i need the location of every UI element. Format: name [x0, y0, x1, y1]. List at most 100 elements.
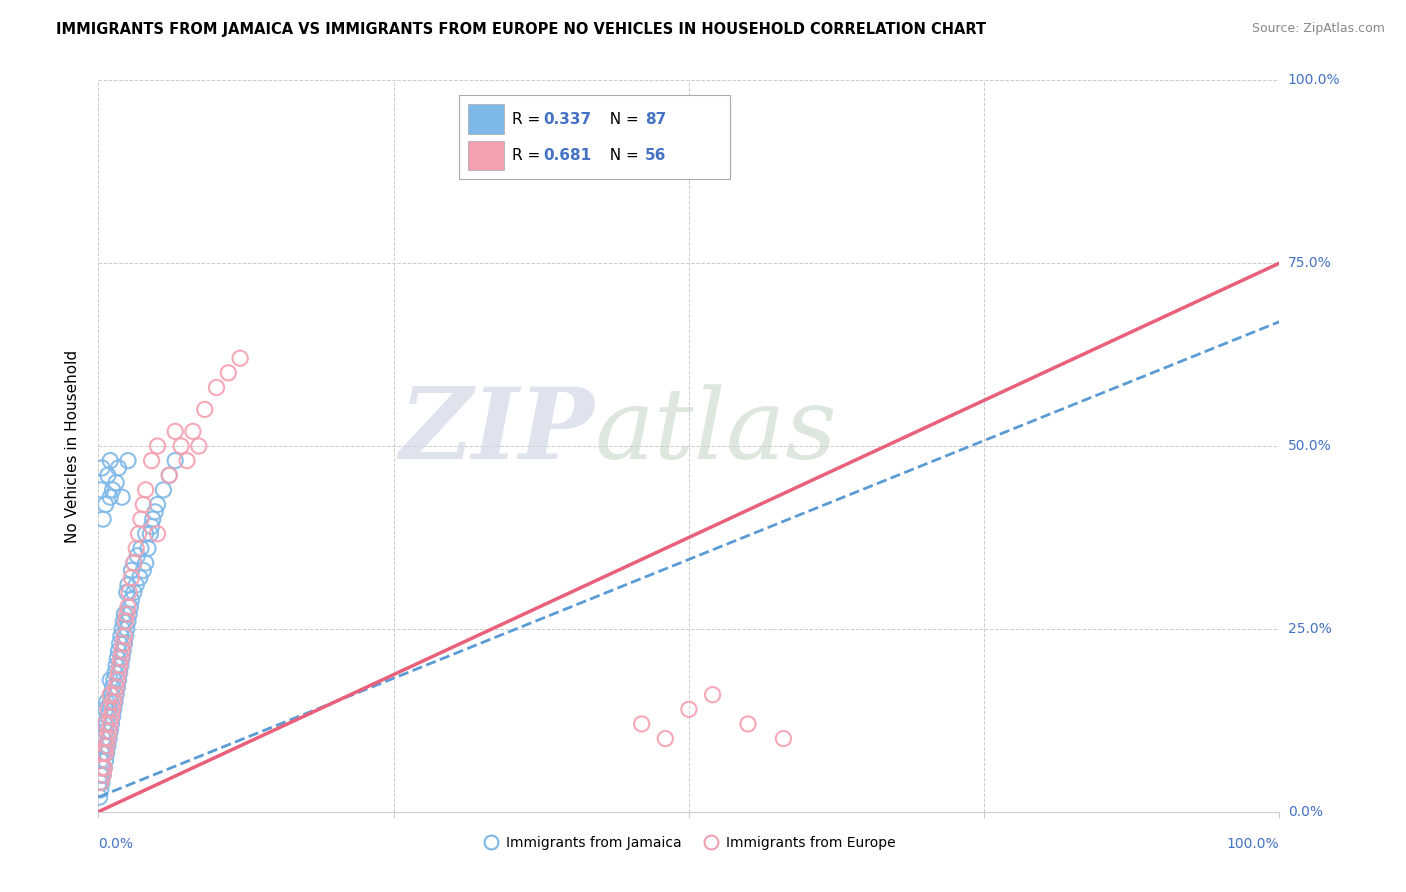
Point [98, 453, 121, 467]
Point [104, 665, 127, 680]
Point [170, 439, 193, 453]
Point [205, 380, 228, 394]
Point [125, 578, 148, 592]
Point [141, 453, 163, 467]
Point [114, 615, 136, 629]
Point [107, 673, 129, 687]
Point [112, 636, 135, 650]
Point [97, 731, 120, 746]
Point [229, 351, 252, 366]
Point [112, 636, 135, 650]
Point [122, 556, 145, 570]
Point [91, 461, 114, 475]
Point [105, 673, 128, 687]
Point [157, 468, 180, 483]
Point [107, 461, 129, 475]
Point [90, 768, 112, 782]
Point [107, 644, 129, 658]
Point [105, 688, 128, 702]
Point [135, 483, 157, 497]
Point [94, 702, 117, 716]
Point [108, 665, 131, 680]
Point [103, 702, 125, 716]
Point [112, 607, 135, 622]
Point [101, 483, 124, 497]
FancyBboxPatch shape [458, 95, 730, 179]
Point [157, 468, 180, 483]
Point [97, 709, 120, 723]
Text: 0.0%: 0.0% [98, 837, 134, 851]
Point [135, 526, 157, 541]
Point [100, 717, 122, 731]
Text: 0.0%: 0.0% [1288, 805, 1323, 819]
Text: N =: N = [600, 148, 644, 163]
Point [132, 498, 155, 512]
Point [105, 651, 128, 665]
Point [117, 599, 139, 614]
Point [107, 665, 129, 680]
Point [115, 607, 138, 622]
Point [100, 709, 122, 723]
Point [105, 681, 128, 695]
Point [117, 578, 139, 592]
Point [98, 695, 121, 709]
FancyBboxPatch shape [468, 104, 503, 134]
Point [217, 366, 239, 380]
Point [98, 490, 121, 504]
Point [111, 622, 134, 636]
Text: 50.0%: 50.0% [1288, 439, 1331, 453]
Point [98, 702, 121, 716]
Text: 75.0%: 75.0% [1288, 256, 1331, 270]
Point [187, 439, 209, 453]
Point [101, 709, 124, 723]
Text: N =: N = [600, 112, 644, 127]
Text: Source: ZipAtlas.com: Source: ZipAtlas.com [1251, 22, 1385, 36]
Point [121, 571, 143, 585]
Point [97, 739, 120, 753]
Point [129, 541, 152, 556]
Point [122, 556, 145, 570]
Text: 0.337: 0.337 [544, 112, 592, 127]
Point [91, 761, 114, 775]
Point [108, 658, 131, 673]
Point [146, 498, 169, 512]
Text: 87: 87 [645, 112, 666, 127]
Point [98, 717, 121, 731]
Point [194, 402, 217, 417]
Point [146, 439, 169, 453]
Point [93, 731, 115, 746]
Point [91, 746, 114, 760]
Point [143, 505, 166, 519]
Point [96, 739, 118, 753]
Point [165, 453, 187, 467]
Point [91, 768, 114, 782]
Point [120, 599, 142, 614]
Point [112, 615, 135, 629]
Point [94, 754, 117, 768]
Text: ZIP: ZIP [399, 384, 595, 480]
Text: 0.681: 0.681 [544, 148, 592, 163]
Point [91, 512, 114, 526]
Point [94, 724, 117, 739]
Point [91, 775, 114, 789]
Point [101, 702, 124, 716]
Point [104, 695, 127, 709]
Point [103, 673, 125, 687]
Text: R =: R = [512, 112, 546, 127]
Point [89, 775, 111, 789]
Point [93, 739, 115, 753]
Text: 100.0%: 100.0% [1288, 73, 1340, 87]
FancyBboxPatch shape [468, 141, 503, 170]
Point [112, 644, 135, 658]
Point [103, 695, 125, 709]
Point [94, 498, 117, 512]
Point [129, 512, 152, 526]
Point [93, 761, 115, 775]
Text: 25.0%: 25.0% [1288, 622, 1331, 636]
Point [91, 731, 114, 746]
Point [97, 468, 120, 483]
Point [101, 681, 124, 695]
Point [117, 453, 139, 467]
Point [128, 571, 150, 585]
Point [115, 585, 138, 599]
